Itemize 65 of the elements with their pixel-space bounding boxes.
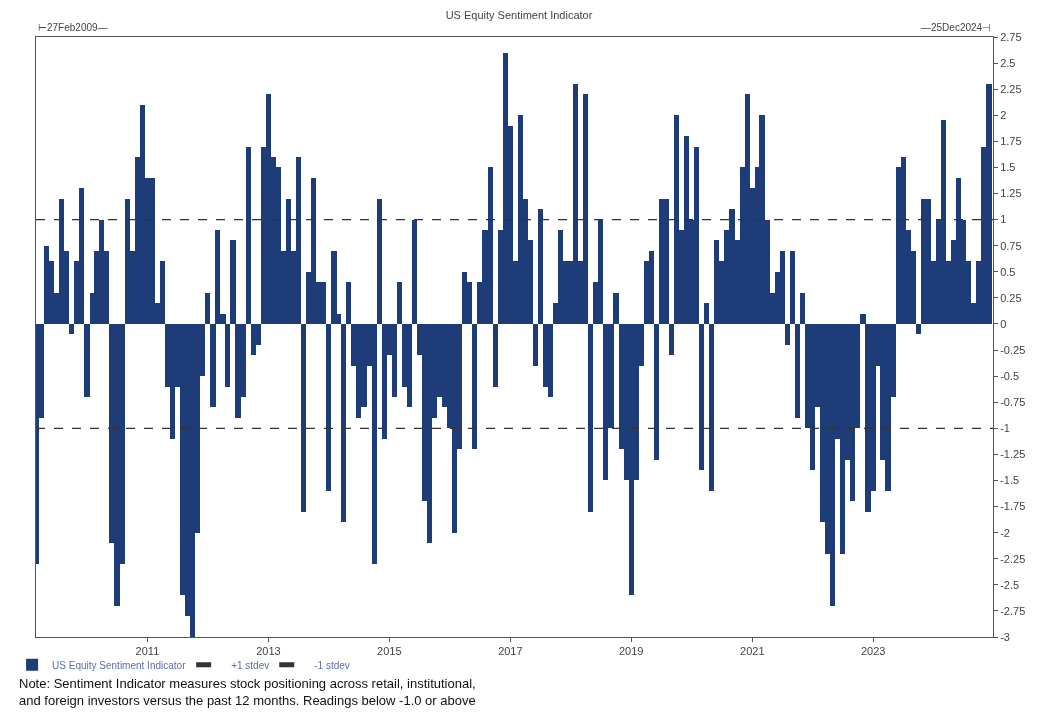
y-tick-label: -2.75 — [1000, 604, 1026, 617]
bar — [785, 324, 790, 345]
y-tick-label: 0.25 — [1000, 291, 1022, 304]
x-tick-label: 2023 — [860, 645, 886, 658]
bar — [69, 324, 74, 334]
text: ⊢27Feb2009— — [38, 22, 108, 33]
legend-label: +1 stdev — [231, 659, 270, 671]
x-tick-label: 2011 — [135, 645, 160, 658]
y-tick-label: 2 — [1000, 109, 1007, 122]
bar — [331, 251, 337, 324]
bar — [533, 324, 538, 366]
legend-label: US Equity Sentiment Indicator — [52, 659, 187, 671]
x-tick-label: 2013 — [256, 645, 281, 658]
y-tick-label: -2.5 — [1000, 578, 1020, 591]
legend-label: -1 stdev — [314, 659, 350, 671]
bar — [795, 324, 800, 418]
bar — [84, 324, 90, 397]
bar — [397, 282, 402, 324]
y-tick-label: -1.75 — [1000, 500, 1026, 513]
bar — [588, 324, 593, 512]
bar — [790, 251, 795, 324]
bar — [493, 324, 498, 387]
bar — [916, 324, 921, 334]
y-tick-label: 0.5 — [1000, 265, 1016, 278]
y-tick-label: -3 — [1000, 630, 1010, 643]
y-tick-label: 2.75 — [1000, 30, 1022, 43]
x-tick-label: 2017 — [498, 645, 523, 658]
bar — [346, 282, 351, 324]
y-tick-label: 1.75 — [1000, 135, 1022, 148]
bar — [377, 199, 382, 324]
bar — [412, 220, 417, 324]
bar — [246, 147, 251, 324]
bar — [538, 209, 543, 324]
bar — [301, 324, 306, 512]
y-tick-label: 2.5 — [1000, 56, 1016, 69]
y-tick-label: 0 — [1000, 317, 1007, 330]
bar — [800, 293, 805, 324]
bar — [704, 303, 709, 324]
y-tick-label: 1.5 — [1000, 161, 1016, 174]
y-tick-label: -1.5 — [1000, 474, 1020, 487]
x-tick-label: 2021 — [740, 645, 765, 658]
bar — [205, 293, 210, 324]
chart-title: US Equity Sentiment Indicator — [445, 8, 593, 21]
bar — [472, 324, 477, 449]
y-tick-label: -1 — [1000, 422, 1010, 435]
text: —25Dec2024⊣ — [921, 22, 992, 33]
x-tick-label: 2015 — [377, 645, 402, 658]
y-tick-label: -2 — [1000, 526, 1010, 539]
y-tick-label: -0.75 — [1000, 396, 1026, 409]
text: Note: Sentiment Indicator measures stock positioning across retail, institutional, and foreign investors versus the past 12 months. Readings below -1.0 or above — [19, 676, 476, 708]
y-tick-label: -2.25 — [1000, 552, 1026, 565]
y-tick-label: 1 — [1000, 213, 1007, 226]
y-tick-label: -1.25 — [1000, 448, 1026, 461]
bar — [326, 324, 331, 491]
y-tick-label: -0.5 — [1000, 369, 1020, 382]
bar — [654, 324, 659, 460]
y-tick-label: 1.25 — [1000, 187, 1022, 200]
bar — [669, 324, 674, 355]
y-tick-label: 0.75 — [1000, 239, 1022, 252]
x-tick-label: 2019 — [618, 645, 644, 658]
y-tick-label: 2.25 — [1000, 83, 1022, 96]
bar — [699, 324, 704, 470]
y-tick-label: -0.25 — [1000, 343, 1026, 356]
bar — [709, 324, 714, 491]
bar — [341, 324, 346, 522]
